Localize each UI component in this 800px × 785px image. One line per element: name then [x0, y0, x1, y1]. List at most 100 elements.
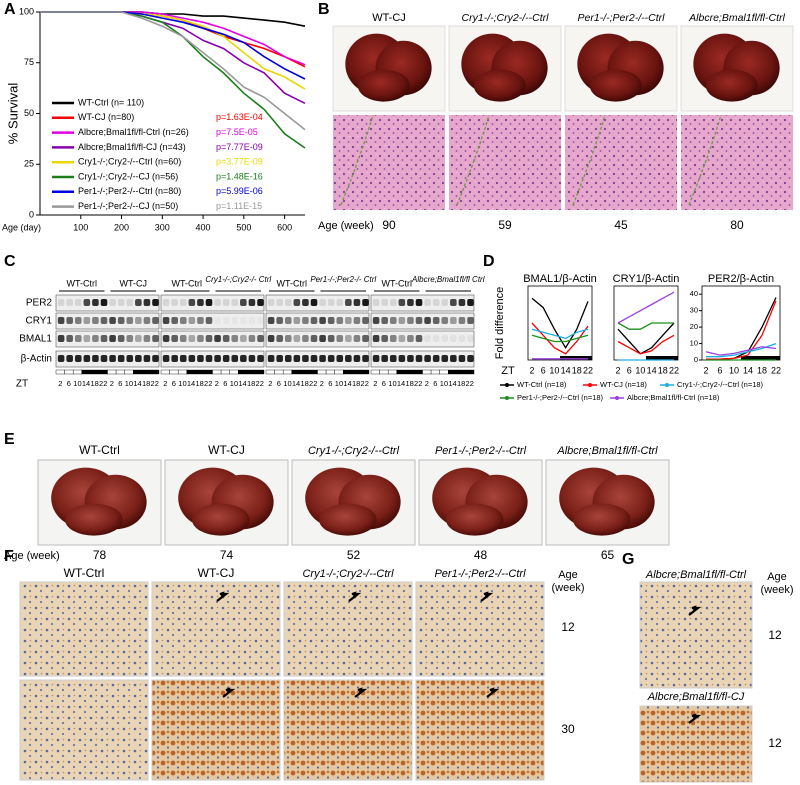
- blot-band: [336, 299, 344, 306]
- light-dark-bar: [255, 369, 265, 375]
- age-label: Age: [767, 571, 787, 583]
- blot-band: [450, 355, 457, 362]
- age-value: 12: [768, 628, 782, 642]
- blot-row-label: CRY1: [26, 316, 53, 327]
- blot-band: [100, 335, 108, 342]
- zt-value: 6: [277, 379, 281, 388]
- zt-value: 18: [195, 379, 203, 388]
- blot-band: [415, 355, 423, 362]
- blot-band: [467, 317, 474, 324]
- blot-band: [441, 317, 449, 324]
- zt-value: 2: [163, 379, 167, 388]
- panel-letter: C: [4, 253, 16, 270]
- blot-band: [458, 317, 466, 324]
- blot-band: [74, 335, 82, 342]
- blot-band: [432, 355, 440, 362]
- zt-value: 10: [230, 379, 238, 388]
- series-line: [531, 322, 589, 355]
- light-dark-bar: [360, 369, 370, 375]
- light-dark-bar: [124, 369, 134, 375]
- blot-band: [66, 317, 73, 324]
- panel-g-title: Albcre;Bmal1fl/fl-Ctrl: [645, 569, 747, 581]
- panel-b-title: Cry1-/-;Cry2-/--Ctrl: [462, 12, 550, 24]
- y-tick-label: 100: [19, 6, 34, 16]
- y-tick-label: 40: [690, 289, 698, 298]
- blot-band: [231, 299, 239, 306]
- p-value: p=3.77E-09: [216, 157, 263, 167]
- light-dark-bar: [465, 369, 475, 375]
- blot-band: [353, 299, 361, 306]
- blot-band: [143, 355, 151, 362]
- chart-title: BMAL1/β-Actin: [523, 273, 597, 285]
- blot-band: [197, 299, 204, 306]
- blot-band: [319, 317, 326, 324]
- panel-letter: E: [4, 431, 15, 448]
- zt-value: 22: [361, 379, 369, 388]
- light-dark-bar: [291, 369, 301, 375]
- blot-band: [162, 335, 170, 342]
- legend-label: Per1-/-;Per2-/--Ctrl (n=18): [517, 393, 604, 402]
- light-dark-bar: [133, 369, 143, 375]
- light-dark-bar: [265, 369, 275, 375]
- x-tick-label: 10: [635, 365, 645, 375]
- series-line: [617, 334, 675, 355]
- blot-band: [152, 317, 159, 324]
- histology-image: [333, 115, 445, 210]
- blot-band: [222, 335, 230, 342]
- blot-band: [135, 355, 142, 362]
- p-value: p=7.77E-09: [216, 142, 263, 152]
- light-dark-bar: [81, 369, 91, 375]
- blot-band: [249, 317, 256, 324]
- zt-value: 10: [178, 379, 186, 388]
- zt-value: 14: [187, 379, 195, 388]
- blot-band: [74, 317, 82, 324]
- blot-band: [389, 299, 397, 306]
- zt-value: 22: [466, 379, 474, 388]
- age-value: 45: [614, 218, 628, 232]
- blot-band: [126, 317, 134, 324]
- tumor-border: [456, 114, 490, 206]
- liver-lobe: [573, 503, 631, 536]
- blot-band: [240, 335, 247, 342]
- blot-band: [389, 335, 397, 342]
- age-value: 80: [730, 218, 744, 232]
- zt-value: 14: [343, 379, 351, 388]
- light-dark-bar: [107, 369, 117, 375]
- blot-band: [467, 355, 474, 362]
- series-line: [617, 322, 675, 355]
- blot-band: [319, 335, 326, 342]
- y-tick-label: 25: [24, 159, 34, 169]
- blot-band: [302, 335, 309, 342]
- x-tick-label: 2: [703, 365, 708, 375]
- light-dark-bar: [300, 369, 310, 375]
- age-label: (week): [760, 584, 793, 596]
- blot-band: [302, 299, 309, 306]
- age-value: 74: [220, 548, 234, 562]
- blot-band: [415, 335, 423, 342]
- light-dark-bar: [448, 369, 458, 375]
- x-tick-label: 2: [529, 365, 534, 375]
- zt-value: 14: [82, 379, 90, 388]
- blot-band: [424, 335, 431, 342]
- light-dark-bar: [430, 369, 440, 375]
- blot-group-label: WT-Ctrl: [277, 278, 308, 288]
- arrow: [480, 591, 494, 602]
- light-dark-bar: [238, 369, 248, 375]
- y-tick-label: 10: [690, 339, 698, 348]
- blot-row-label: BMAL1: [19, 334, 52, 345]
- blot-band: [100, 355, 108, 362]
- blot-band: [293, 317, 301, 324]
- zt-value: 14: [292, 379, 300, 388]
- series-line: [705, 346, 777, 356]
- stain-image: [415, 581, 545, 677]
- p-value: p=1.11E-15: [216, 201, 262, 211]
- blot-strip: [55, 330, 160, 348]
- zt-label: ZT: [16, 379, 28, 390]
- x-tick-label: 10: [549, 365, 559, 375]
- stain-image: [415, 679, 545, 781]
- y-axis-label: % Survival: [5, 83, 20, 145]
- panel-f-title: Per1-/-;Per2-/--Ctrl: [434, 568, 526, 580]
- blot-strip: [265, 330, 370, 348]
- panel-f-title: WT-CJ: [198, 566, 235, 580]
- blot-band: [362, 299, 369, 306]
